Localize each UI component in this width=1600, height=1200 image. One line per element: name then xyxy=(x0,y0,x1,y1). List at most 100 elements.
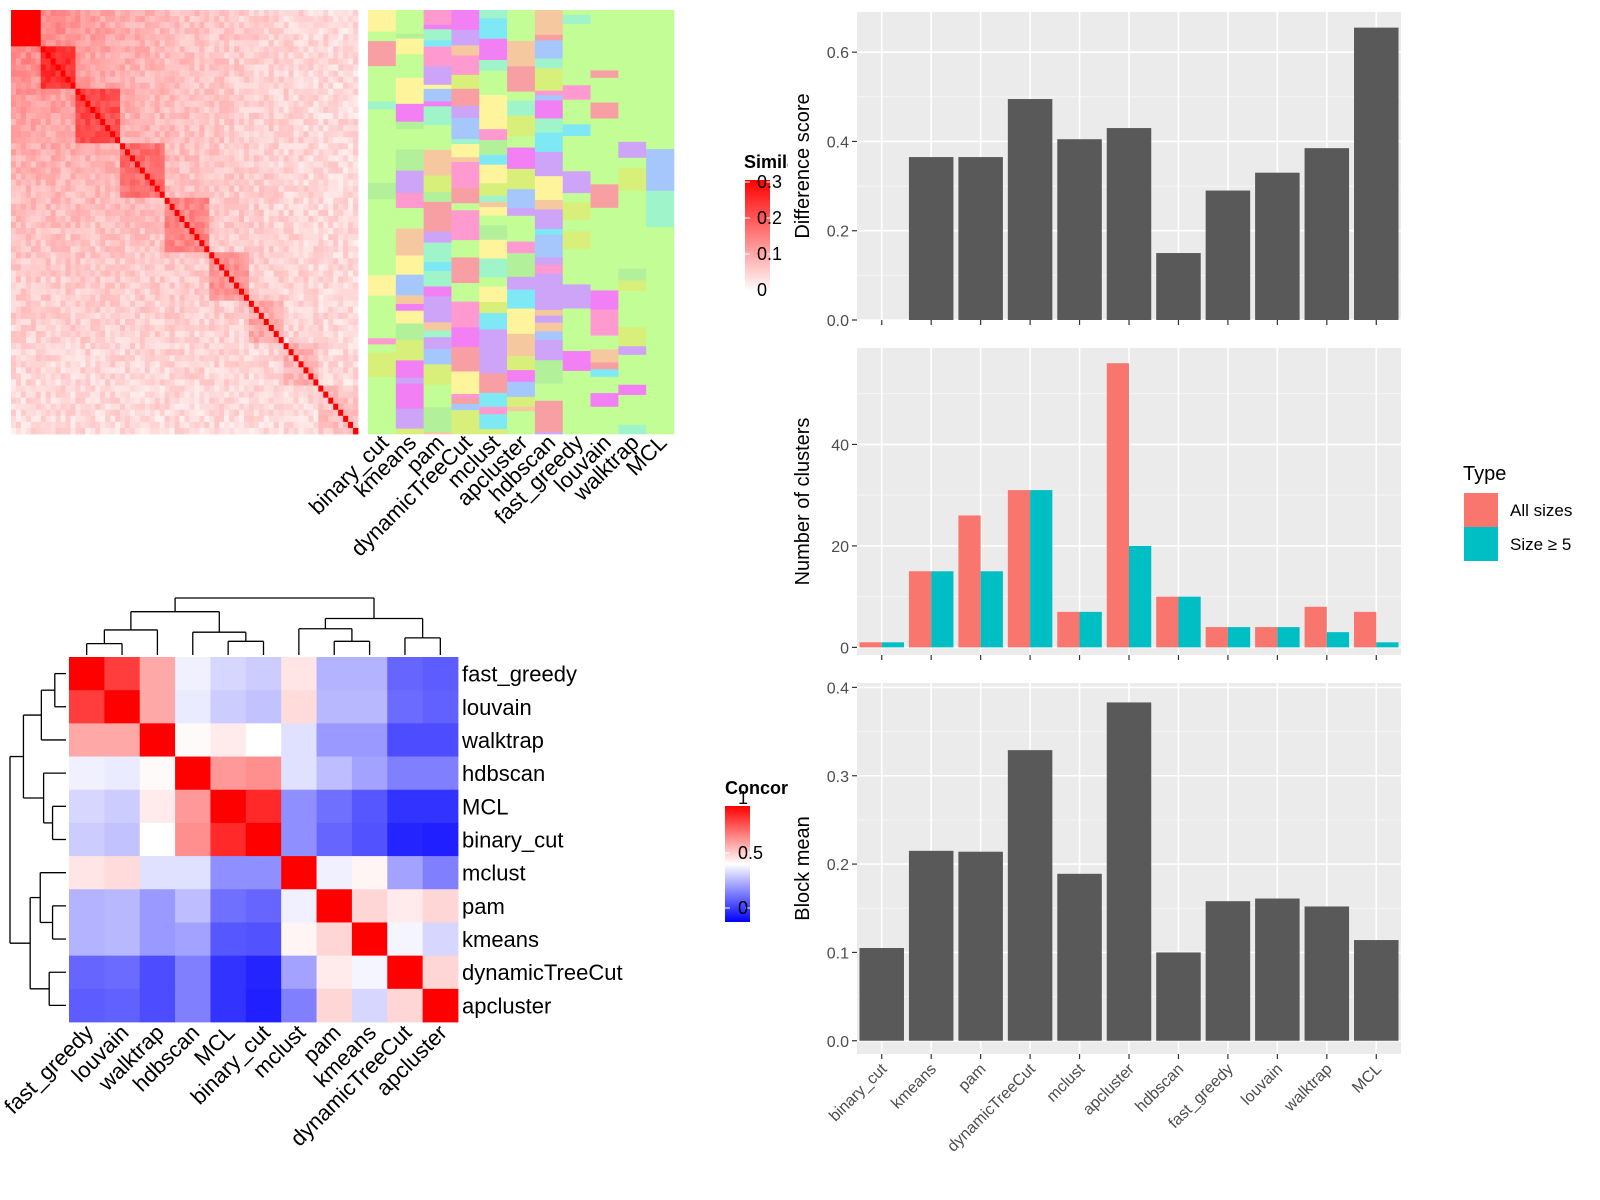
similarity-cell xyxy=(283,282,289,290)
similarity-cell xyxy=(50,397,57,405)
similarity-cell xyxy=(189,112,195,120)
similarity-cell xyxy=(125,246,131,253)
similarity-cell xyxy=(139,373,146,380)
similarity-cell xyxy=(348,22,354,29)
similarity-cell xyxy=(134,34,141,41)
similarity-cell xyxy=(333,397,339,405)
similarity-cell xyxy=(35,234,42,241)
similarity-cell xyxy=(308,264,314,271)
similarity-cell xyxy=(169,161,175,168)
similarity-cell xyxy=(105,324,111,332)
similarity-cell xyxy=(253,28,260,35)
similarity-cell xyxy=(45,252,52,259)
similarity-cell xyxy=(45,397,52,405)
similarity-cell xyxy=(293,373,299,380)
similarity-cell xyxy=(199,88,205,96)
similarity-cell xyxy=(45,52,52,59)
similarity-cell xyxy=(229,355,235,362)
similarity-cell xyxy=(288,137,294,144)
similarity-cell xyxy=(90,415,96,423)
similarity-cell xyxy=(278,318,285,326)
similarity-cell xyxy=(338,88,344,96)
similarity-cell xyxy=(333,240,339,247)
similarity-cell xyxy=(313,379,319,386)
similarity-cell xyxy=(144,306,151,314)
similarity-cell xyxy=(149,318,156,326)
similarity-cell xyxy=(11,282,17,290)
similarity-cell xyxy=(25,343,32,350)
cluster-strip-segment xyxy=(395,383,424,409)
similarity-cell xyxy=(283,161,289,168)
similarity-cell xyxy=(268,276,275,283)
cluster-strip-segment xyxy=(451,161,480,189)
similarity-cell xyxy=(65,52,71,59)
similarity-cell xyxy=(35,155,42,162)
similarity-cell xyxy=(95,52,101,59)
similarity-cell xyxy=(50,337,57,344)
similarity-cell xyxy=(134,282,141,290)
similarity-cell xyxy=(348,331,354,338)
similarity-cell xyxy=(95,355,101,362)
similarity-cell xyxy=(313,318,319,326)
similarity-cell xyxy=(308,58,314,65)
similarity-cell xyxy=(313,185,319,193)
similarity-cell xyxy=(184,421,190,429)
similarity-cell xyxy=(159,258,166,265)
similarity-cell xyxy=(134,10,141,17)
similarity-cell xyxy=(174,64,180,71)
similarity-cell xyxy=(298,106,304,114)
similarity-cell xyxy=(278,94,285,102)
similarity-cell xyxy=(110,82,116,90)
similarity-cell xyxy=(90,34,96,41)
similarity-cell xyxy=(248,409,255,417)
similarity-cell xyxy=(45,373,52,380)
similarity-cell xyxy=(20,373,27,380)
similarity-cell xyxy=(353,185,359,193)
similarity-cell xyxy=(343,191,349,199)
similarity-cell xyxy=(129,343,136,350)
similarity-cell xyxy=(313,167,319,174)
similarity-cell xyxy=(283,119,289,126)
similarity-cell xyxy=(154,82,161,90)
similarity-cell xyxy=(30,70,37,78)
similarity-cell xyxy=(70,234,76,241)
similarity-cell xyxy=(278,46,285,53)
similarity-cell xyxy=(308,361,314,368)
similarity-cell xyxy=(184,343,190,350)
similarity-cell xyxy=(343,252,349,259)
cluster-strip-segment xyxy=(423,431,452,435)
similarity-cell xyxy=(80,137,86,144)
similarity-cell xyxy=(338,324,344,332)
similarity-cell xyxy=(343,137,349,144)
similarity-cell xyxy=(65,282,71,290)
similarity-cell xyxy=(149,125,156,132)
similarity-cell xyxy=(154,282,161,290)
similarity-cell xyxy=(204,331,210,338)
similarity-cell xyxy=(313,203,319,211)
similarity-cell xyxy=(348,264,354,271)
similarity-cell xyxy=(159,318,166,326)
similarity-cell xyxy=(169,112,175,120)
similarity-cell xyxy=(298,343,304,350)
similarity-cell xyxy=(184,324,190,332)
similarity-cell xyxy=(343,337,349,344)
similarity-cell xyxy=(204,64,210,71)
similarity-cell xyxy=(30,337,37,344)
similarity-cell xyxy=(164,228,171,235)
similarity-cell xyxy=(194,46,200,53)
similarity-cell xyxy=(60,179,66,187)
similarity-cell xyxy=(313,288,319,296)
similarity-cell xyxy=(129,264,136,271)
similarity-cell xyxy=(333,70,339,78)
similarity-cell xyxy=(214,22,220,29)
similarity-cell xyxy=(25,409,32,417)
similarity-cell xyxy=(149,106,156,114)
similarity-cell xyxy=(338,76,344,84)
similarity-cell xyxy=(343,203,349,211)
similarity-cell xyxy=(189,82,195,90)
similarity-cell xyxy=(45,203,52,211)
similarity-cell xyxy=(134,52,141,59)
similarity-cell xyxy=(35,331,42,338)
similarity-cell xyxy=(35,355,42,362)
similarity-cell xyxy=(209,28,215,35)
